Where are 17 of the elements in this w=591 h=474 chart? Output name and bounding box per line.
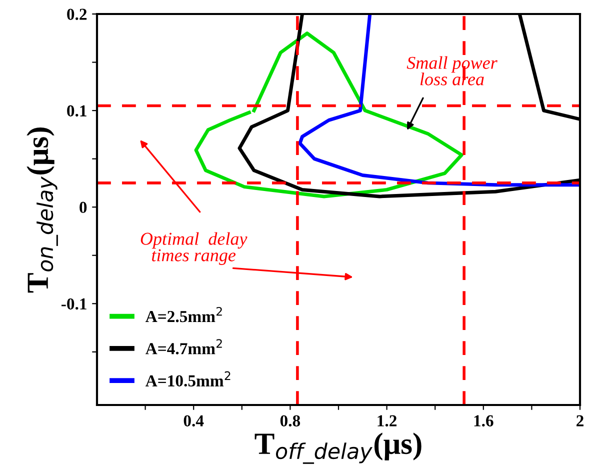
x-tick-label: 1.6 (474, 415, 494, 427)
x-tick-label: 2 (576, 415, 584, 426)
y-tick-label: 0.2 (67, 8, 87, 20)
x-axis-title: T$_{off_delay}$(μs) (254, 432, 422, 464)
line-series (298, 14, 580, 187)
legend-label: A=4.7mm$^{2}$ (145, 339, 222, 354)
x-tick-label: 0.8 (280, 415, 300, 427)
y-tick-label: -0.1 (62, 298, 86, 310)
y-tick-label: 0 (80, 202, 87, 214)
legend-label: A=10.5mm$^{2}$ (145, 371, 230, 387)
x-tick-label: 1.2 (378, 415, 396, 427)
y-tick-label: 0.1 (67, 105, 86, 117)
legend-label: A=2.5mm$^{2}$ (145, 306, 222, 322)
x-tick-label: 0.4 (184, 415, 204, 427)
annotation: Small power loss area (406, 56, 498, 86)
annotation: Optimal delay times range (140, 232, 248, 265)
y-axis-title: T$_{on_delay}$(μs) (26, 128, 58, 293)
